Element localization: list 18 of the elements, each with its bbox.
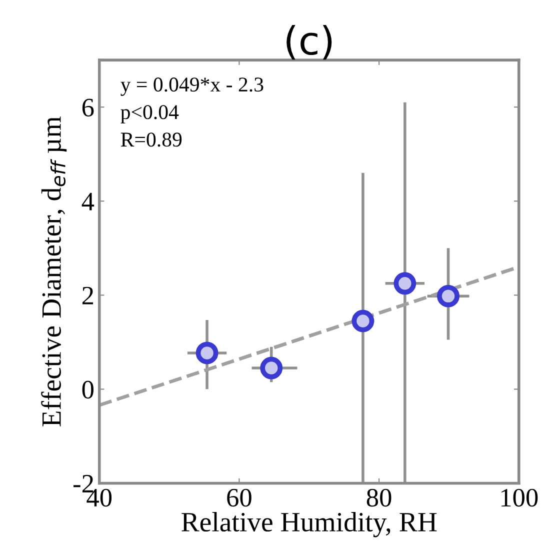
y-tick-label: 2 [82, 286, 94, 304]
x-tick-label: 100 [501, 488, 538, 507]
x-tick-label: 60 [227, 488, 252, 507]
annotation: p<0.04 [120, 105, 179, 124]
point [394, 272, 416, 295]
annotation: y = 0.049*x - 2.3 [120, 78, 264, 96]
y-tick-label: 6 [82, 98, 94, 116]
x-tick-label: 80 [366, 488, 392, 507]
x-axis-title: Relative Humidity, RH [182, 512, 437, 538]
y-tick-label: 4 [82, 192, 94, 210]
y-tick-label: 0 [82, 380, 94, 399]
chart-title: (c) [286, 25, 332, 60]
point [196, 342, 218, 364]
annotation: R=0.89 [120, 132, 182, 147]
y-axis-title: Effective Diameter, d$_{eff}$ µm [41, 116, 67, 426]
point [437, 284, 460, 308]
point [352, 310, 374, 332]
point [260, 356, 283, 380]
